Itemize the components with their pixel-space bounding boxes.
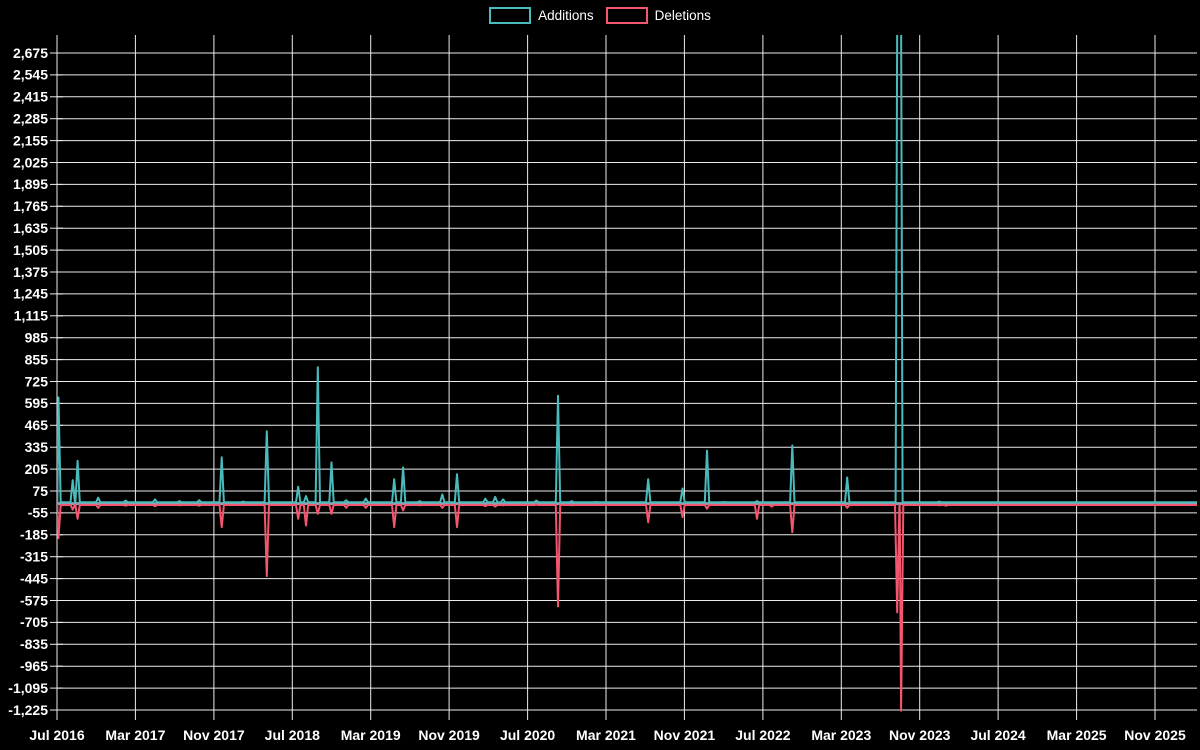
svg-text:2,155: 2,155 xyxy=(13,132,48,148)
svg-text:2,545: 2,545 xyxy=(13,67,48,83)
svg-text:-965: -965 xyxy=(20,658,48,674)
deletions-swatch-icon xyxy=(605,7,648,24)
svg-text:725: 725 xyxy=(25,373,49,389)
svg-text:Jul 2016: Jul 2016 xyxy=(29,727,84,743)
svg-text:-445: -445 xyxy=(20,570,48,586)
svg-text:465: 465 xyxy=(25,417,49,433)
svg-text:2,285: 2,285 xyxy=(13,111,48,127)
y-axis-labels: 2,675 2,545 2,415 2,285 2,155 2,025 1,895 1,765… xyxy=(8,45,48,718)
svg-text:Nov 2021: Nov 2021 xyxy=(654,727,716,743)
grid-lines xyxy=(50,35,1197,720)
svg-text:Nov 2025: Nov 2025 xyxy=(1124,727,1186,743)
svg-text:1,895: 1,895 xyxy=(13,176,48,192)
svg-text:Mar 2025: Mar 2025 xyxy=(1047,727,1107,743)
svg-text:Jul 2022: Jul 2022 xyxy=(735,727,790,743)
svg-text:Mar 2021: Mar 2021 xyxy=(576,727,636,743)
legend-additions-label: Additions xyxy=(538,8,594,23)
legend-item-additions[interactable]: Additions xyxy=(489,7,594,24)
svg-text:985: 985 xyxy=(25,330,49,346)
svg-text:335: 335 xyxy=(25,439,49,455)
svg-text:-705: -705 xyxy=(20,614,48,630)
svg-text:Jul 2024: Jul 2024 xyxy=(970,727,1025,743)
svg-text:1,375: 1,375 xyxy=(13,264,48,280)
deletions-line xyxy=(57,503,1197,712)
svg-text:-575: -575 xyxy=(20,592,48,608)
legend: Additions Deletions xyxy=(0,7,1200,24)
svg-text:Mar 2019: Mar 2019 xyxy=(341,727,401,743)
additions-line xyxy=(57,35,1197,504)
additions-swatch-icon xyxy=(489,7,532,24)
svg-text:2,415: 2,415 xyxy=(13,89,48,105)
svg-text:-55: -55 xyxy=(28,505,48,521)
svg-text:2,025: 2,025 xyxy=(13,154,48,170)
svg-text:-1,095: -1,095 xyxy=(8,680,48,696)
legend-deletions-label: Deletions xyxy=(654,8,711,23)
svg-text:1,115: 1,115 xyxy=(14,308,48,324)
svg-text:Mar 2023: Mar 2023 xyxy=(811,727,871,743)
svg-text:Jul 2018: Jul 2018 xyxy=(265,727,320,743)
svg-text:Nov 2017: Nov 2017 xyxy=(183,727,245,743)
svg-text:Mar 2017: Mar 2017 xyxy=(105,727,165,743)
svg-text:1,505: 1,505 xyxy=(13,242,48,258)
x-axis-labels: Jul 2016 Mar 2017 Nov 2017 Jul 2018 Mar 2019… xyxy=(29,727,1186,743)
svg-text:Nov 2023: Nov 2023 xyxy=(889,727,951,743)
svg-text:1,635: 1,635 xyxy=(13,220,48,236)
svg-text:205: 205 xyxy=(25,461,49,477)
svg-text:Jul 2020: Jul 2020 xyxy=(500,727,555,743)
svg-text:-315: -315 xyxy=(20,549,48,565)
svg-text:-1,225: -1,225 xyxy=(8,702,48,718)
svg-text:-185: -185 xyxy=(20,527,48,543)
svg-text:1,245: 1,245 xyxy=(13,286,48,302)
svg-text:595: 595 xyxy=(25,395,49,411)
svg-text:1,765: 1,765 xyxy=(13,198,48,214)
legend-item-deletions[interactable]: Deletions xyxy=(605,7,711,24)
svg-text:855: 855 xyxy=(25,351,49,367)
svg-text:2,675: 2,675 xyxy=(13,45,48,61)
svg-text:Nov 2019: Nov 2019 xyxy=(418,727,480,743)
svg-text:75: 75 xyxy=(32,483,48,499)
svg-text:-835: -835 xyxy=(20,636,48,652)
